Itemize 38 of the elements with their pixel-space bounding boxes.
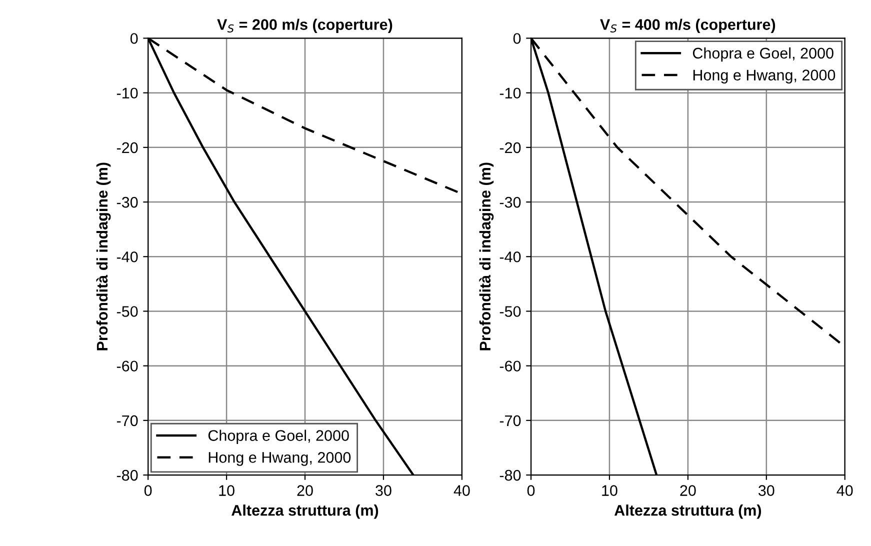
legend-label: Hong e Hwang, 2000 [208,452,351,466]
x-axis-title: Altezza struttura (m) [614,504,762,519]
x-tick-label: 20 [297,485,313,496]
y-tick-label: -50 [500,306,521,317]
y-tick-label: -20 [116,142,138,154]
x-tick-label: 20 [680,485,696,496]
y-tick-label: -50 [116,306,138,317]
y-tick-label: -30 [500,196,521,208]
legend-label: Chopra e Goel, 2000 [208,430,349,444]
y-axis-title: Profondità di indagine (m) [96,162,111,350]
y-axis-title: Profondità di indagine (m) [479,162,494,350]
y-tick-label: -10 [116,88,138,99]
y-tick-label: -30 [116,196,138,208]
y-tick-label: -80 [500,470,521,481]
y-tick-label: 0 [513,33,521,44]
x-tick-label: 40 [454,485,470,496]
y-tick-label: 0 [130,33,138,44]
x-tick-label: 40 [836,485,853,496]
y-tick-label: -70 [116,415,138,426]
y-tick-label: -10 [500,88,521,99]
x-tick-label: 30 [758,485,774,496]
y-tick-label: -40 [500,251,521,262]
legend-label: Chopra e Goel, 2000 [692,47,834,62]
x-tick-label: 10 [219,485,234,496]
x-tick-label: 0 [144,485,152,496]
y-tick-label: -70 [500,415,521,426]
y-tick-label: -60 [116,360,138,372]
y-tick-label: -40 [116,251,138,262]
x-tick-label: 30 [376,485,392,496]
x-axis-title: Altezza struttura (m) [232,504,378,519]
y-tick-label: -80 [116,470,138,481]
x-tick-label: 10 [602,485,618,496]
x-tick-label: 0 [527,485,535,496]
legend-label: Hong e Hwang, 2000 [693,70,836,84]
y-tick-label: -60 [500,360,521,372]
chart-title: V$_{S}$ = 200 m/s (coperture) [217,18,392,33]
chart-title: V$_{S}$ = 400 m/s (coperture) [600,18,776,33]
y-tick-label: -20 [500,142,521,154]
